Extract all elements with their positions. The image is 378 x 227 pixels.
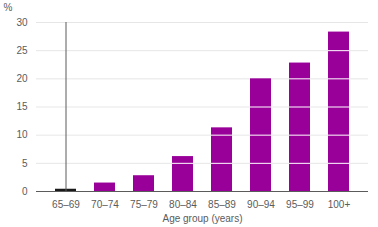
svg-text:90–94: 90–94 (247, 199, 275, 210)
svg-text:Age group (years): Age group (years) (162, 213, 242, 224)
svg-text:25: 25 (16, 45, 28, 56)
svg-text:75–79: 75–79 (130, 199, 158, 210)
svg-text:20: 20 (16, 73, 28, 84)
svg-text:30: 30 (16, 17, 28, 28)
svg-text:10: 10 (16, 129, 28, 140)
svg-text:95–99: 95–99 (286, 199, 314, 210)
svg-text:0: 0 (22, 186, 28, 197)
svg-text:65–69: 65–69 (52, 199, 80, 210)
svg-text:%: % (4, 2, 13, 13)
svg-text:70–74: 70–74 (91, 199, 119, 210)
svg-text:85–89: 85–89 (208, 199, 236, 210)
svg-text:15: 15 (16, 101, 28, 112)
svg-text:5: 5 (22, 158, 28, 169)
svg-text:100+: 100+ (328, 199, 351, 210)
svg-text:80–84: 80–84 (169, 199, 197, 210)
